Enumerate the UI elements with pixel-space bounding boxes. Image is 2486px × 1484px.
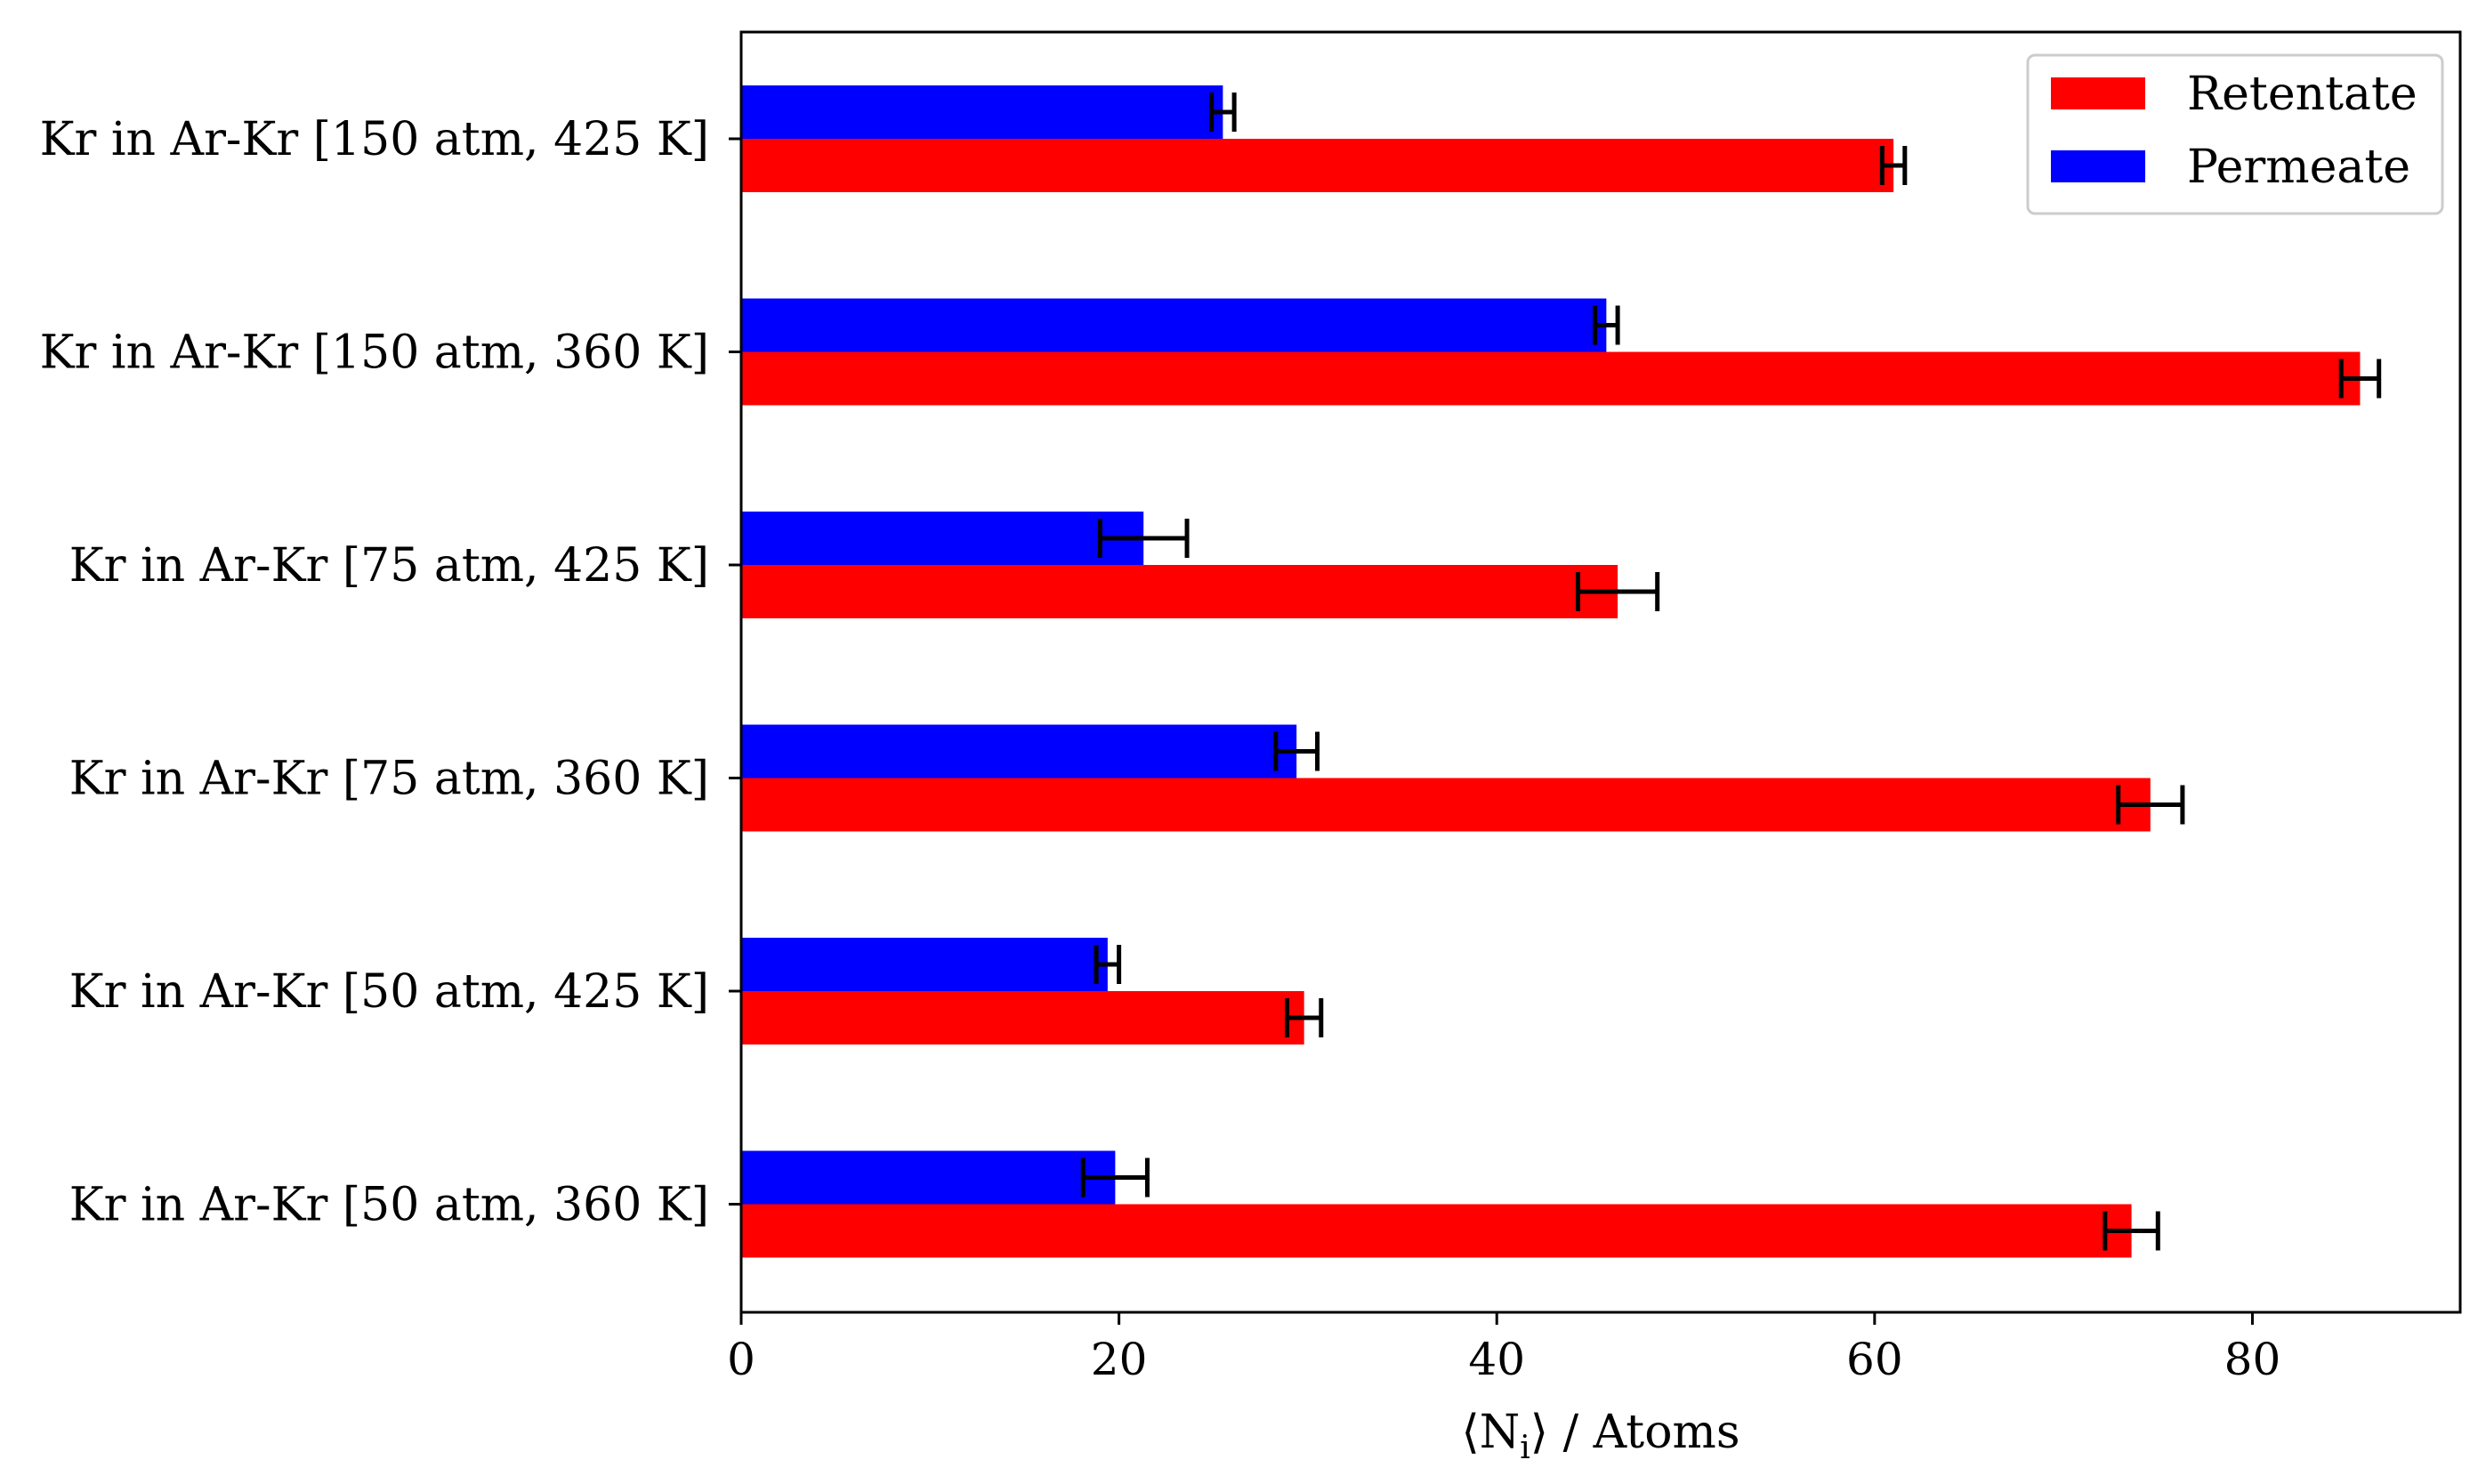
- x-tick-label-80: 80: [2224, 1334, 2281, 1385]
- category-label-5: Kr in Ar-Kr [50 atm, 425 K]: [69, 965, 709, 1019]
- bar-retentate-3: [741, 565, 1618, 618]
- bar-permeate-4: [741, 724, 1297, 778]
- bar-retentate-2: [741, 351, 2361, 406]
- category-label-3: Kr in Ar-Kr [75 atm, 425 K]: [69, 539, 709, 593]
- bar-permeate-3: [741, 512, 1144, 565]
- legend: Retentate Permeate: [2026, 53, 2444, 215]
- category-label-6: Kr in Ar-Kr [50 atm, 360 K]: [69, 1179, 709, 1232]
- legend-swatch-retentate: [2051, 77, 2145, 109]
- legend-label-permeate: Permeate: [2187, 141, 2410, 194]
- x-tick-label-0: 0: [727, 1334, 755, 1385]
- bar-permeate-1: [741, 85, 1223, 139]
- category-label-2: Kr in Ar-Kr [150 atm, 360 K]: [40, 327, 709, 380]
- bar-permeate-2: [741, 298, 1607, 352]
- bar-permeate-5: [741, 938, 1108, 991]
- category-label-1: Kr in Ar-Kr [150 atm, 425 K]: [40, 113, 709, 166]
- bar-retentate-5: [741, 991, 1304, 1044]
- bar-retentate-6: [741, 1204, 2132, 1258]
- x-tick-label-60: 60: [1846, 1334, 1903, 1385]
- bar-retentate-1: [741, 139, 1894, 192]
- x-axis-title: ⟨Ni⟩ / Atoms: [1461, 1406, 1739, 1466]
- category-label-4: Kr in Ar-Kr [75 atm, 360 K]: [69, 753, 709, 806]
- legend-label-retentate: Retentate: [2187, 68, 2417, 121]
- bar-retentate-4: [741, 778, 2151, 832]
- x-tick-label-20: 20: [1091, 1334, 1148, 1385]
- bar-permeate-6: [741, 1150, 1116, 1205]
- legend-swatch-permeate: [2051, 150, 2145, 182]
- x-tick-label-40: 40: [1468, 1334, 1525, 1385]
- plot-frame: [739, 30, 2462, 1314]
